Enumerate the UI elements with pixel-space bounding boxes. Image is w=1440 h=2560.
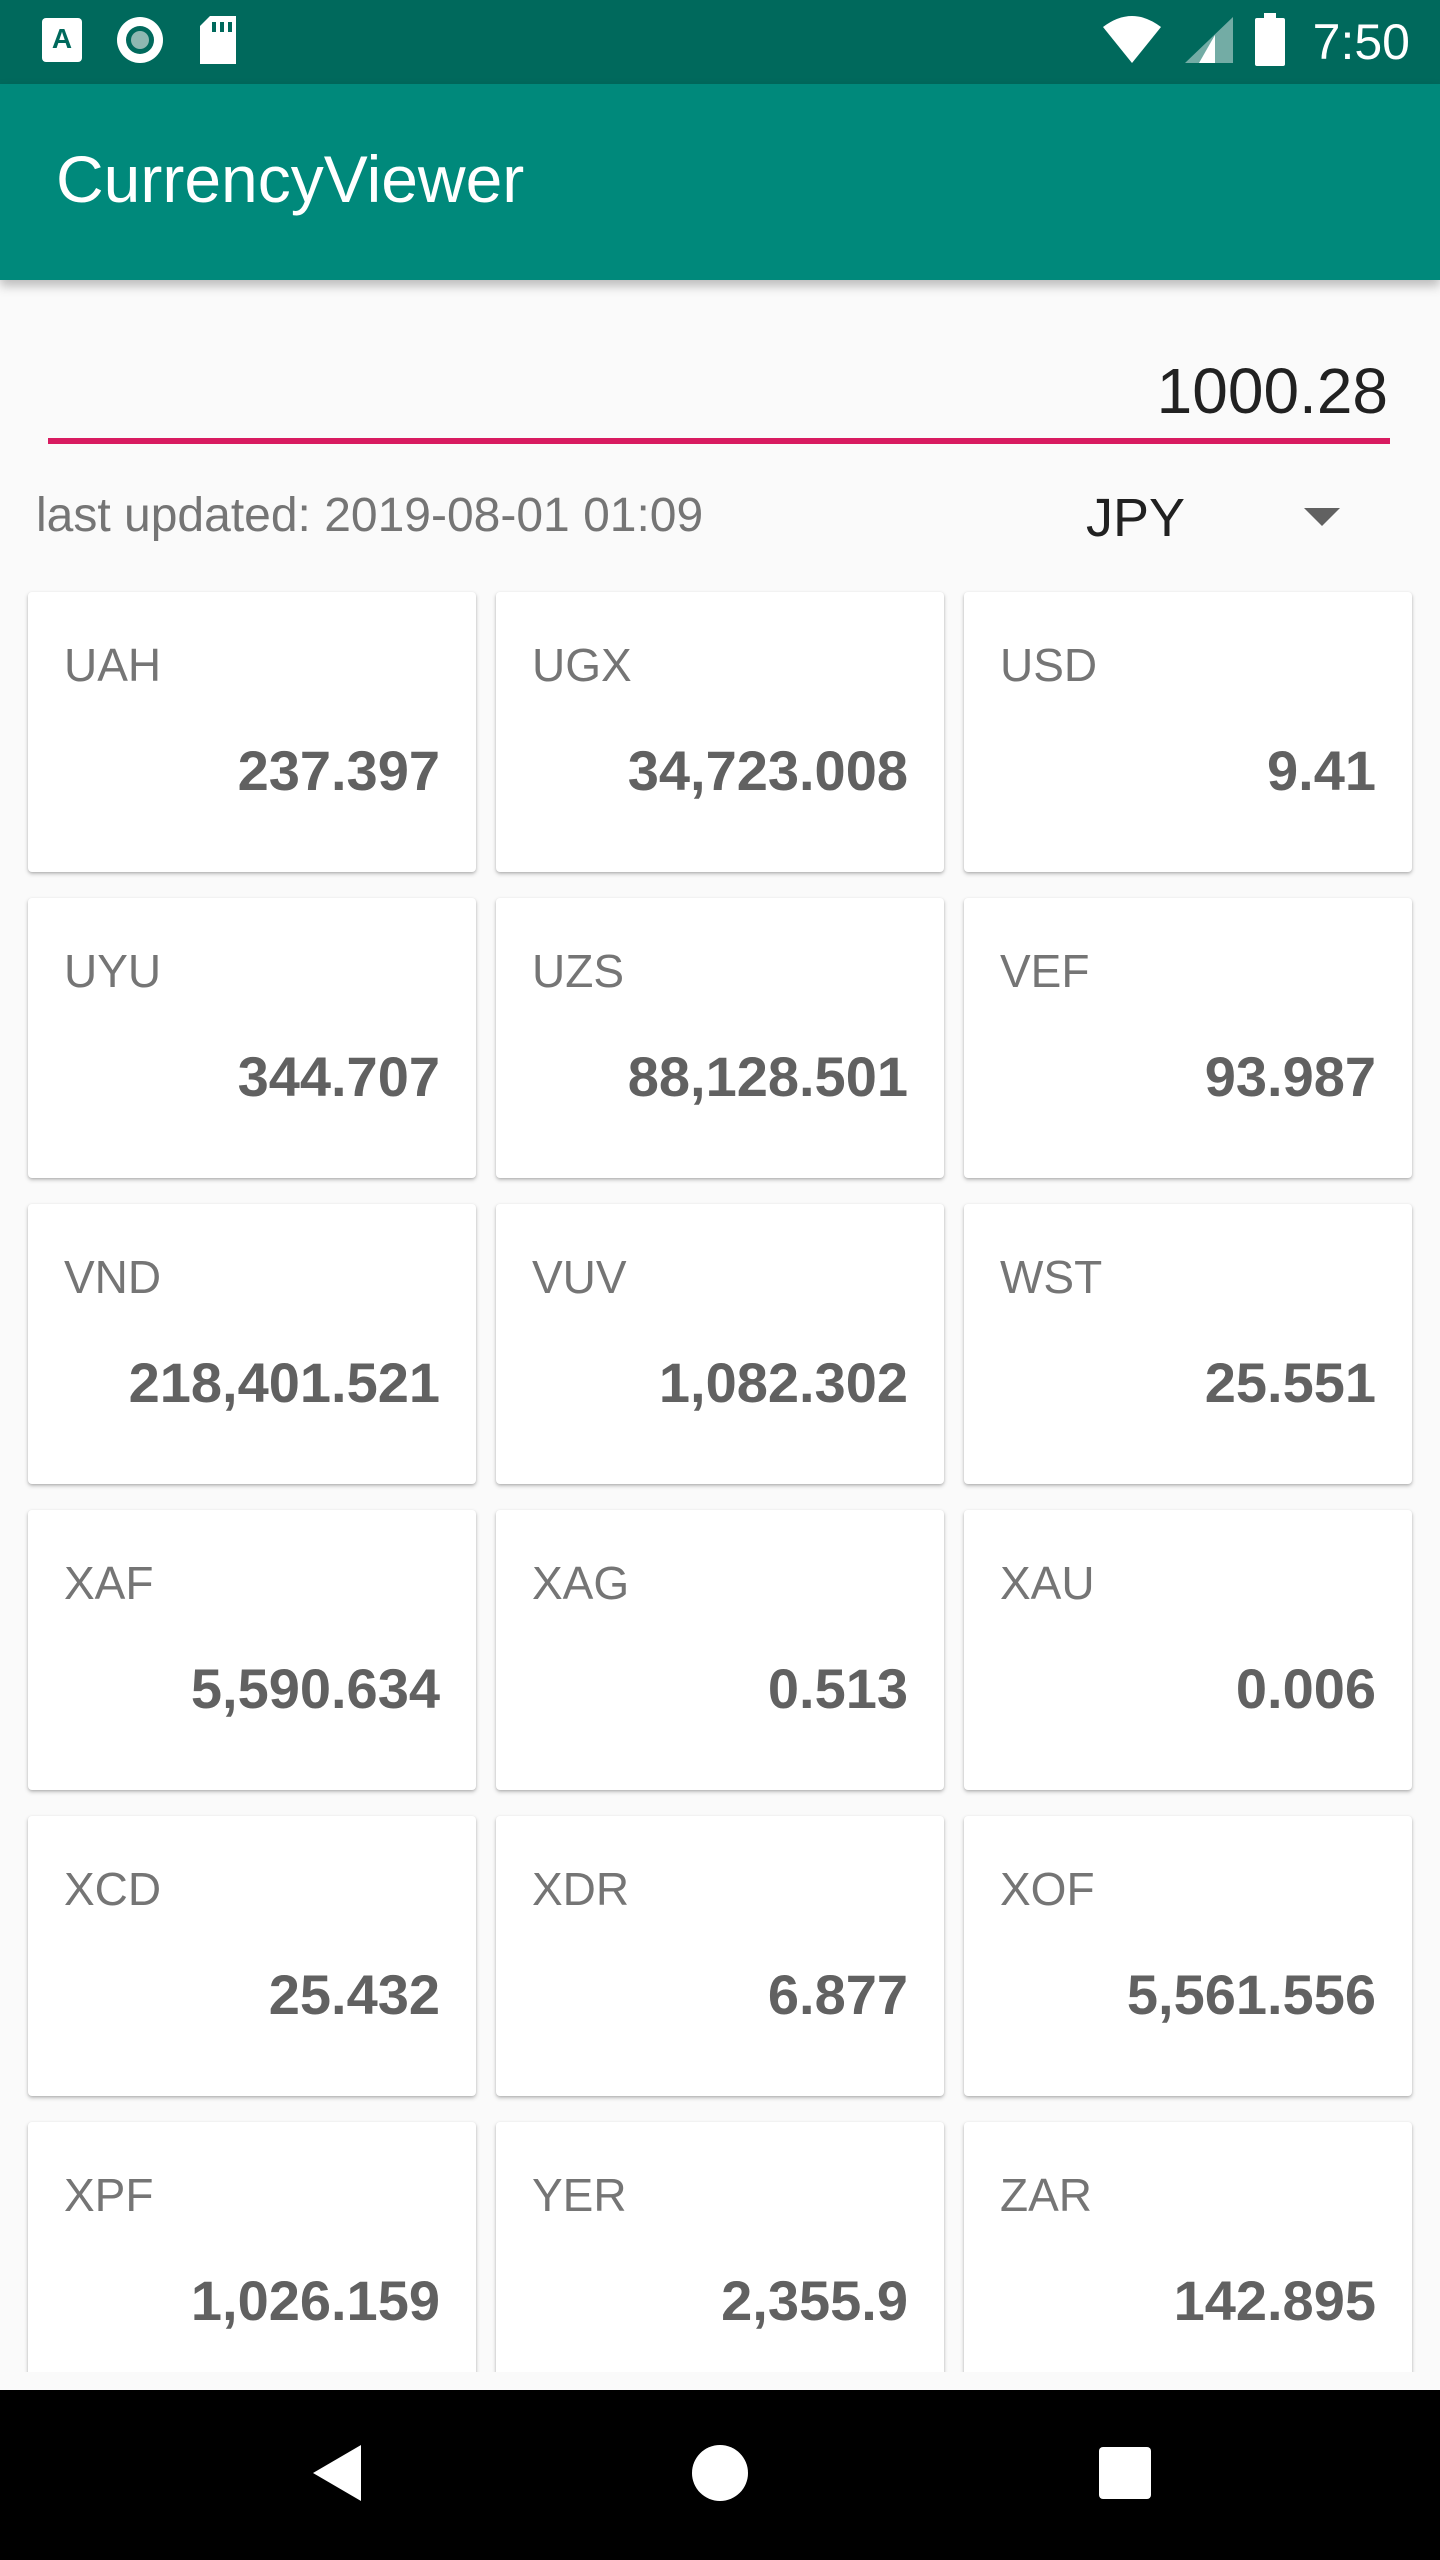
home-button[interactable] <box>620 2390 820 2560</box>
currency-value: 6.877 <box>767 1963 908 2026</box>
last-updated-text: last updated: 2019-08-01 01:09 <box>36 489 704 542</box>
currency-code: XPF <box>64 2169 154 2221</box>
currency-value: 0.006 <box>1235 1657 1376 1720</box>
recents-button[interactable] <box>1025 2390 1225 2560</box>
currency-code: UZS <box>532 945 624 997</box>
sim-a-icon: A <box>40 16 84 69</box>
sd-card-icon <box>196 14 240 71</box>
currency-code: WST <box>1000 1251 1103 1303</box>
rates-grid-viewport[interactable]: UAH 237.397 UGX 34,723.008 USD 9.41 UYU 344.… <box>0 580 1440 2372</box>
selected-currency: JPY <box>1086 488 1186 548</box>
rates-grid: UAH 237.397 UGX 34,723.008 USD 9.41 UYU 344.… <box>28 592 1412 2372</box>
currency-value: 25.551 <box>1204 1351 1376 1414</box>
currency-code: XAG <box>532 1557 630 1609</box>
currency-code: UYU <box>64 945 162 997</box>
navigation-bar <box>0 2390 1440 2560</box>
dropdown-arrow-icon <box>1304 508 1340 526</box>
currency-value: 237.397 <box>237 739 440 802</box>
currency-value: 344.707 <box>237 1045 440 1108</box>
currency-card[interactable]: XDR 6.877 <box>496 1816 944 2096</box>
currency-value: 142.895 <box>1173 2269 1376 2332</box>
currency-code: VUV <box>532 1251 627 1303</box>
currency-value: 1,082.302 <box>658 1351 908 1414</box>
currency-value: 0.513 <box>767 1657 908 1720</box>
currency-value: 5,590.634 <box>190 1657 440 1720</box>
currency-value: 5,561.556 <box>1126 1963 1376 2026</box>
currency-card[interactable]: ZAR 142.895 <box>964 2122 1412 2372</box>
currency-value: 1,026.159 <box>190 2269 440 2332</box>
currency-card[interactable]: UZS 88,128.501 <box>496 898 944 1178</box>
currency-card[interactable]: XCD 25.432 <box>28 1816 476 2096</box>
currency-card[interactable]: UAH 237.397 <box>28 592 476 872</box>
back-icon <box>309 2441 365 2510</box>
currency-value: 88,128.501 <box>627 1045 908 1108</box>
currency-code: XAU <box>1000 1557 1095 1609</box>
record-icon <box>114 14 166 71</box>
currency-code: XCD <box>64 1863 162 1915</box>
status-bar: A <box>0 0 1440 84</box>
currency-card[interactable]: USD 9.41 <box>964 592 1412 872</box>
currency-code: UGX <box>532 639 632 691</box>
currency-code: VEF <box>1000 945 1090 997</box>
currency-code: ZAR <box>1000 2169 1092 2221</box>
currency-value: 25.432 <box>268 1963 440 2026</box>
app-title: CurrencyViewer <box>56 142 525 216</box>
currency-card[interactable]: XAU 0.006 <box>964 1510 1412 1790</box>
currency-card[interactable]: UGX 34,723.008 <box>496 592 944 872</box>
currency-code: VND <box>64 1251 162 1303</box>
wifi-icon <box>1101 15 1163 70</box>
currency-value: 34,723.008 <box>627 739 908 802</box>
currency-card[interactable]: XAF 5,590.634 <box>28 1510 476 1790</box>
currency-code: UAH <box>64 639 162 691</box>
currency-value: 218,401.521 <box>128 1351 440 1414</box>
currency-value: 2,355.9 <box>721 2269 908 2332</box>
status-time: 7:50 <box>1312 14 1410 70</box>
back-button[interactable] <box>237 2390 437 2560</box>
app-bar: CurrencyViewer <box>0 84 1440 280</box>
currency-code: XDR <box>532 1863 630 1915</box>
signal-icon <box>1181 15 1235 70</box>
currency-card[interactable]: VUV 1,082.302 <box>496 1204 944 1484</box>
currency-card[interactable]: WST 25.551 <box>964 1204 1412 1484</box>
currency-code: XAF <box>64 1557 154 1609</box>
home-icon <box>690 2443 750 2508</box>
currency-card[interactable]: VEF 93.987 <box>964 898 1412 1178</box>
currency-code: YER <box>532 2169 627 2221</box>
currency-code: XOF <box>1000 1863 1095 1915</box>
currency-card[interactable]: UYU 344.707 <box>28 898 476 1178</box>
base-currency-dropdown[interactable]: JPY <box>1070 470 1370 566</box>
currency-value: 93.987 <box>1204 1045 1376 1108</box>
battery-icon <box>1253 12 1287 72</box>
currency-card[interactable]: XAG 0.513 <box>496 1510 944 1790</box>
currency-code: USD <box>1000 639 1098 691</box>
currency-value: 9.41 <box>1267 739 1376 802</box>
recents-icon <box>1097 2445 1153 2506</box>
currency-card[interactable]: XPF 1,026.159 <box>28 2122 476 2372</box>
svg-text:A: A <box>52 23 72 54</box>
currency-card[interactable]: YER 2,355.9 <box>496 2122 944 2372</box>
currency-card[interactable]: XOF 5,561.556 <box>964 1816 1412 2096</box>
amount-input[interactable] <box>48 350 1390 444</box>
currency-card[interactable]: VND 218,401.521 <box>28 1204 476 1484</box>
